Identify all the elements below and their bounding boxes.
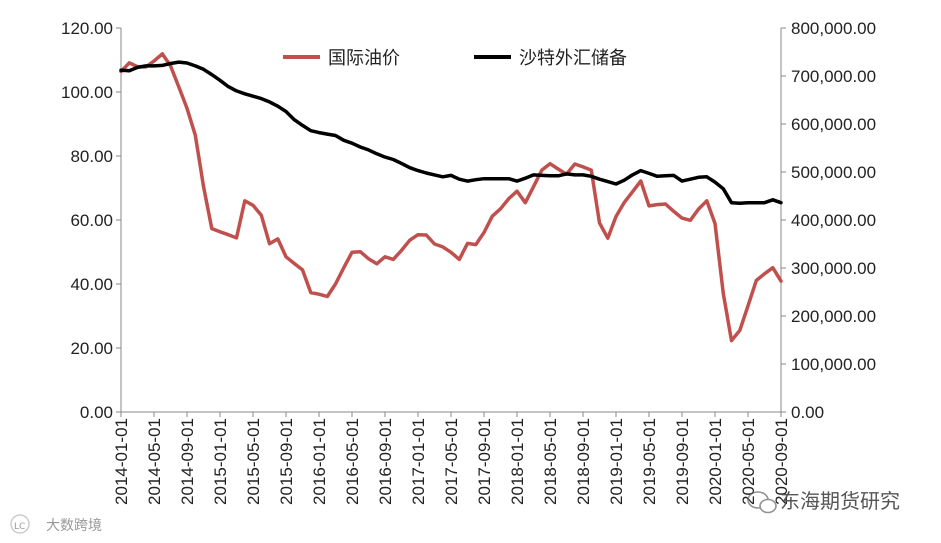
right-y-axis-tick-labels: 0.00 100,000.00 200,000.00 300,000.00 400,00… — [791, 19, 876, 422]
x-axis-tick-labels: 2014-01-01 2014-05-01 2014-09-01 2015-01-01… — [112, 418, 791, 505]
x-tick-label: 2014-09-01 — [178, 418, 197, 505]
right-y-tick-label: 100,000.00 — [791, 355, 876, 374]
right-y-tick-label: 700,000.00 — [791, 67, 876, 86]
x-tick-label: 2016-09-01 — [376, 418, 395, 505]
x-tick-label: 2019-05-01 — [640, 418, 659, 505]
x-tick-label: 2016-01-01 — [310, 418, 329, 505]
axes — [116, 27, 786, 417]
legend-label-oil-price: 国际油价 — [328, 48, 400, 69]
x-tick-label: 2020-01-01 — [706, 418, 725, 505]
x-tick-label: 2018-09-01 — [574, 418, 593, 505]
watermark-left-text: 大数跨境 — [46, 518, 102, 534]
series-line-oil-price — [119, 52, 783, 343]
watermark: 东海期货研究 LC 大数跨境 — [10, 489, 900, 534]
legend: 国际油价 沙特外汇储备 — [283, 48, 627, 69]
right-y-tick-label: 800,000.00 — [791, 19, 876, 38]
right-y-tick-label: 500,000.00 — [791, 163, 876, 182]
left-y-tick-label: 120.00 — [61, 19, 113, 38]
series-lines — [119, 52, 783, 343]
watermark-left-logo-icon — [10, 514, 30, 534]
right-y-tick-label: 600,000.00 — [791, 115, 876, 134]
x-tick-label: 2017-05-01 — [442, 418, 461, 505]
right-y-tick-label: 300,000.00 — [791, 259, 876, 278]
x-tick-label: 2018-01-01 — [508, 418, 527, 505]
legend-label-saudi-fx-reserves: 沙特外汇储备 — [519, 48, 627, 69]
left-y-axis-tick-labels: 0.00 20.00 40.00 60.00 80.00 100.00 120.00 — [61, 19, 113, 422]
left-y-tick-label: 80.00 — [70, 147, 113, 166]
x-tick-label: 2020-09-01 — [772, 418, 791, 505]
right-y-tick-label: 400,000.00 — [791, 211, 876, 230]
right-y-tick-label: 200,000.00 — [791, 307, 876, 326]
left-y-tick-label: 0.00 — [80, 403, 113, 422]
x-tick-label: 2020-05-01 — [739, 418, 758, 505]
x-tick-label: 2014-01-01 — [112, 418, 131, 505]
x-tick-label: 2019-09-01 — [673, 418, 692, 505]
left-y-tick-label: 100.00 — [61, 83, 113, 102]
left-y-tick-label: 60.00 — [70, 211, 113, 230]
x-tick-label: 2017-01-01 — [409, 418, 428, 505]
left-y-tick-label: 20.00 — [70, 339, 113, 358]
x-tick-label: 2018-05-01 — [541, 418, 560, 505]
x-tick-label: 2014-05-01 — [145, 418, 164, 505]
watermark-right-text: 东海期货研究 — [780, 489, 900, 513]
series-line-saudi-fx-reserves — [119, 60, 783, 205]
left-y-tick-label: 40.00 — [70, 275, 113, 294]
x-tick-label: 2015-01-01 — [211, 418, 230, 505]
x-tick-label: 2015-09-01 — [277, 418, 296, 505]
x-tick-label: 2017-09-01 — [475, 418, 494, 505]
wechat-logo-icon — [747, 491, 777, 514]
x-tick-label: 2016-05-01 — [343, 418, 362, 505]
watermark-left-logo-text: LC — [14, 522, 25, 532]
right-y-tick-label: 0.00 — [791, 403, 824, 422]
x-tick-label: 2015-05-01 — [244, 418, 263, 505]
x-tick-label: 2019-01-01 — [607, 418, 626, 505]
